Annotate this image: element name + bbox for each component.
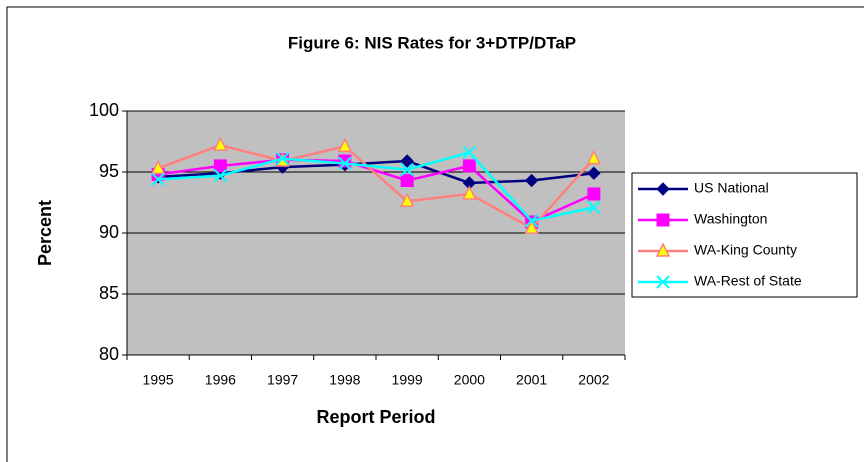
- legend-label: WA-King County: [694, 242, 797, 258]
- point-marker: [462, 145, 477, 160]
- legend-marker: [655, 242, 671, 257]
- legend-marker: [656, 213, 670, 227]
- point-marker: [338, 156, 352, 171]
- point-marker: [524, 214, 539, 228]
- legend-label: US National: [694, 180, 769, 196]
- y-tick-label: 90: [99, 222, 119, 242]
- y-tick-label: 100: [89, 100, 119, 120]
- point-marker: [524, 219, 539, 234]
- legend-box: [631, 172, 858, 298]
- legend-marker: [656, 182, 670, 196]
- x-tick-label: 2001: [516, 372, 547, 388]
- point-marker: [587, 187, 601, 201]
- point-marker: [150, 159, 166, 175]
- legend-label: WA-Rest of State: [694, 273, 802, 289]
- series-line: [157, 143, 595, 230]
- point-marker: [400, 174, 414, 188]
- x-tick-label: 1996: [205, 372, 236, 388]
- point-marker: [151, 172, 165, 187]
- y-axis-title: Percent: [35, 200, 55, 266]
- series-line: [157, 158, 595, 224]
- point-marker: [213, 159, 227, 173]
- x-tick-label: 1998: [329, 372, 360, 388]
- x-tick-label: 2000: [454, 372, 485, 388]
- point-marker: [275, 151, 290, 166]
- point-marker: [462, 159, 476, 173]
- x-tick-label: 1995: [143, 372, 174, 388]
- series-line: [158, 151, 595, 223]
- point-marker: [400, 162, 414, 177]
- point-marker: [587, 166, 601, 180]
- x-tick-label: 1999: [392, 372, 423, 388]
- point-marker: [213, 168, 228, 183]
- point-marker: [587, 200, 601, 215]
- point-marker: [337, 137, 353, 153]
- legend-label: Washington: [694, 211, 767, 227]
- y-tick-label: 80: [99, 344, 119, 364]
- x-axis-title: Report Period: [316, 407, 435, 427]
- point-marker: [586, 149, 602, 165]
- point-marker: [399, 192, 415, 208]
- point-marker: [338, 154, 352, 168]
- point-marker: [462, 185, 477, 200]
- chart-title: Figure 6: NIS Rates for 3+DTP/DTaP: [288, 33, 576, 52]
- point-marker: [400, 154, 414, 168]
- x-tick-label: 1997: [267, 372, 298, 388]
- x-tick-label: 2002: [578, 372, 609, 388]
- point-marker: [213, 136, 228, 151]
- point-marker: [524, 173, 539, 188]
- y-tick-label: 95: [99, 161, 119, 181]
- legend-marker: [656, 275, 670, 289]
- y-tick-label: 85: [99, 283, 119, 303]
